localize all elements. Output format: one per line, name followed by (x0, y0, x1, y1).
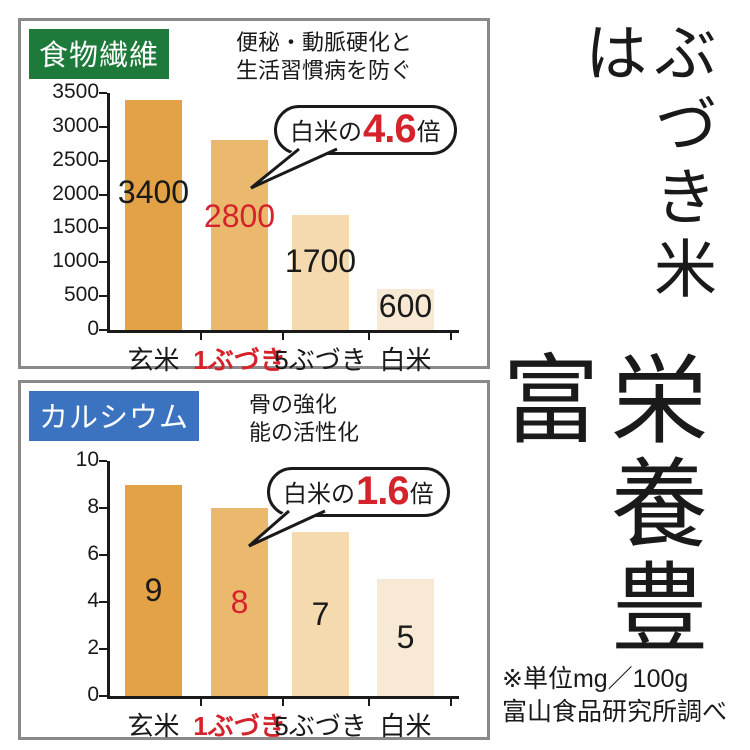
fiber-subtitle: 便秘・動脈硬化と 生活習慣病を防ぐ (236, 29, 412, 85)
y-axis-tick-mark (99, 261, 107, 264)
calcium-ratio-callout: 白米の 1.6 倍 (267, 467, 450, 517)
y-axis-tick-mark (99, 554, 107, 556)
category-label-5ぶづき: 5ぶづき (274, 345, 367, 375)
y-axis-line (107, 93, 110, 332)
x-axis-tick-mark (200, 332, 202, 340)
bar-value-label: 9 (144, 572, 163, 609)
x-axis-tick-mark (368, 698, 370, 706)
calcium-title-badge: カルシウム (29, 391, 200, 441)
fiber-ratio-callout: 白米の 4.6 倍 (274, 105, 457, 155)
y-axis-tick-label: 8 (87, 495, 99, 518)
footnote: ※単位mg／100g 富山食品研究所調べ (502, 663, 727, 729)
bar-value-label: 2800 (203, 198, 276, 235)
y-axis-tick-label: 4 (87, 589, 99, 612)
fiber-chart-panel: 食物繊維 便秘・動脈硬化と 生活習慣病を防ぐ 0 500 1000 1500 2000 2… (18, 18, 490, 375)
vertical-headline: ぶづき米は 栄養豊富 (487, 20, 715, 730)
y-axis-tick-mark (99, 460, 107, 462)
x-axis-tick-mark (200, 698, 202, 706)
bar-value-label: 3400 (117, 173, 190, 210)
x-axis-line (107, 696, 459, 699)
category-label-1ぶづき: 1ぶづき (193, 711, 286, 741)
y-axis-tick-label: 1500 (52, 215, 99, 239)
calcium-subtitle-line2: 能の活性化 (249, 419, 360, 445)
bar-玄米 (125, 484, 182, 696)
y-axis-line (107, 461, 110, 698)
calcium-chart-panel: カルシウム 骨の強化 能の活性化 0 2 4 6 8 10 9 玄米 8 1ぶづき 7 5ぶづき 5 白米… (18, 380, 490, 741)
y-axis-tick-mark (99, 92, 107, 94)
fiber-ratio-value: 4.6 (363, 107, 417, 151)
bar-value-label: 7 (311, 595, 330, 632)
bar-value-label: 8 (230, 584, 249, 620)
y-axis-tick-label: 0 (87, 317, 99, 340)
vertical-headline-large: 栄養豊富 (487, 349, 705, 662)
bar-value-label: 1700 (284, 242, 357, 279)
bar-value-label: 5 (396, 619, 415, 656)
y-axis-tick-label: 6 (87, 542, 99, 565)
y-axis-tick-label: 1000 (52, 249, 99, 273)
bar-白米 (377, 578, 434, 696)
x-axis-line (107, 330, 459, 333)
x-axis-tick-mark (450, 332, 452, 340)
y-axis-tick-mark (99, 507, 107, 509)
x-axis-tick-mark (450, 698, 452, 706)
y-axis-tick-mark (99, 159, 107, 162)
y-axis-tick-label: 3000 (52, 113, 99, 137)
bar-5ぶづき (292, 531, 349, 696)
fiber-ratio-prefix: 白米の (290, 118, 362, 146)
footnote-unit: ※単位mg／100g (502, 665, 689, 693)
footnote-source: 富山食品研究所調べ (502, 698, 728, 726)
y-axis-tick-label: 2 (87, 636, 99, 659)
fiber-subtitle-line1: 便秘・動脈硬化と (236, 30, 413, 55)
y-axis-tick-mark (99, 193, 107, 196)
calcium-subtitle: 骨の強化 能の活性化 (249, 391, 359, 447)
y-axis-tick-mark (99, 295, 107, 298)
bar-玄米 (125, 99, 182, 330)
calcium-ratio-suffix: 倍 (409, 480, 434, 508)
y-axis-tick-mark (99, 329, 107, 331)
calcium-ratio-prefix: 白米の (283, 480, 355, 508)
y-axis-tick-mark (99, 648, 107, 650)
category-label-白米: 白米 (379, 345, 432, 375)
fiber-ratio-suffix: 倍 (416, 118, 441, 146)
y-axis-tick-label: 10 (75, 448, 99, 471)
y-axis-tick-mark (99, 695, 107, 697)
category-label-玄米: 玄米 (127, 345, 180, 375)
vertical-headline-small: ぶづき米は (575, 20, 715, 308)
fiber-title-badge: 食物繊維 (29, 29, 170, 79)
y-axis-tick-label: 0 (87, 683, 99, 706)
calcium-subtitle-line1: 骨の強化 (249, 392, 338, 417)
y-axis-tick-mark (99, 601, 107, 603)
category-label-1ぶづき: 1ぶづき (193, 345, 286, 375)
calcium-ratio-value: 1.6 (356, 469, 410, 513)
bar-value-label: 600 (378, 287, 433, 324)
fiber-subtitle-line2: 生活習慣病を防ぐ (236, 57, 413, 83)
y-axis-tick-label: 2000 (52, 181, 99, 205)
category-label-白米: 白米 (379, 711, 432, 741)
y-axis-tick-label: 3500 (52, 80, 99, 103)
category-label-5ぶづき: 5ぶづき (274, 711, 367, 741)
x-axis-tick-mark (368, 332, 370, 340)
bar-白米 (377, 289, 434, 330)
y-axis-tick-label: 500 (63, 283, 99, 307)
x-axis-tick-mark (282, 698, 284, 706)
y-axis-tick-label: 2500 (52, 147, 99, 171)
y-axis-tick-mark (99, 125, 107, 128)
y-axis-tick-mark (99, 227, 107, 230)
x-axis-tick-mark (282, 332, 284, 340)
bar-5ぶづき (292, 214, 349, 330)
category-label-玄米: 玄米 (127, 711, 180, 741)
